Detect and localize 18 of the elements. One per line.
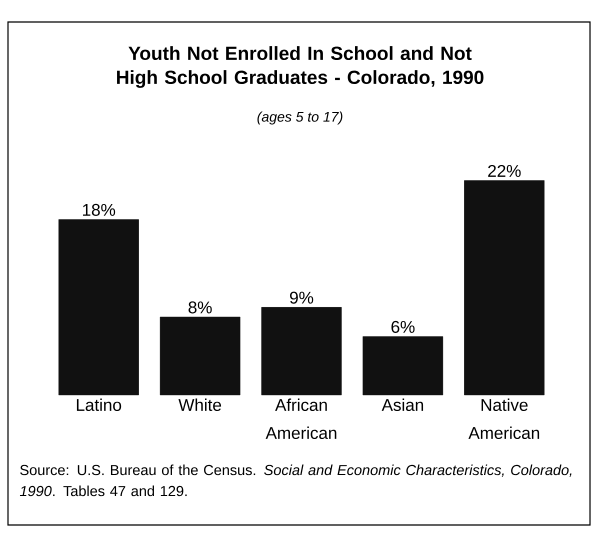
x-tick-label: White (178, 398, 222, 412)
x-tick-label: Asian (382, 398, 424, 412)
bar (261, 307, 342, 396)
data-label: 6% (391, 320, 415, 333)
data-label: 9% (290, 292, 314, 304)
chart-title: Youth Not Enrolled In School and Not High School Graduates - Colorado, 1990 (117, 46, 484, 88)
data-label: 18% (82, 204, 116, 216)
bar (362, 336, 444, 396)
bar (58, 219, 139, 396)
x-tick-label: African American (266, 398, 336, 440)
bar (464, 180, 544, 396)
text: Source: U.S. Bureau of the Census. Social and Economic Characteristics, Colorado, 1990. Tables 47 and 129. (20, 464, 572, 496)
x-tick-label: Latino (76, 398, 122, 412)
bar (160, 316, 240, 396)
x-tick-label: Native American (468, 398, 540, 440)
data-label: 22% (488, 164, 521, 177)
chart-subtitle: (ages 5 to 17) (257, 111, 342, 125)
data-label: 8% (188, 301, 212, 314)
